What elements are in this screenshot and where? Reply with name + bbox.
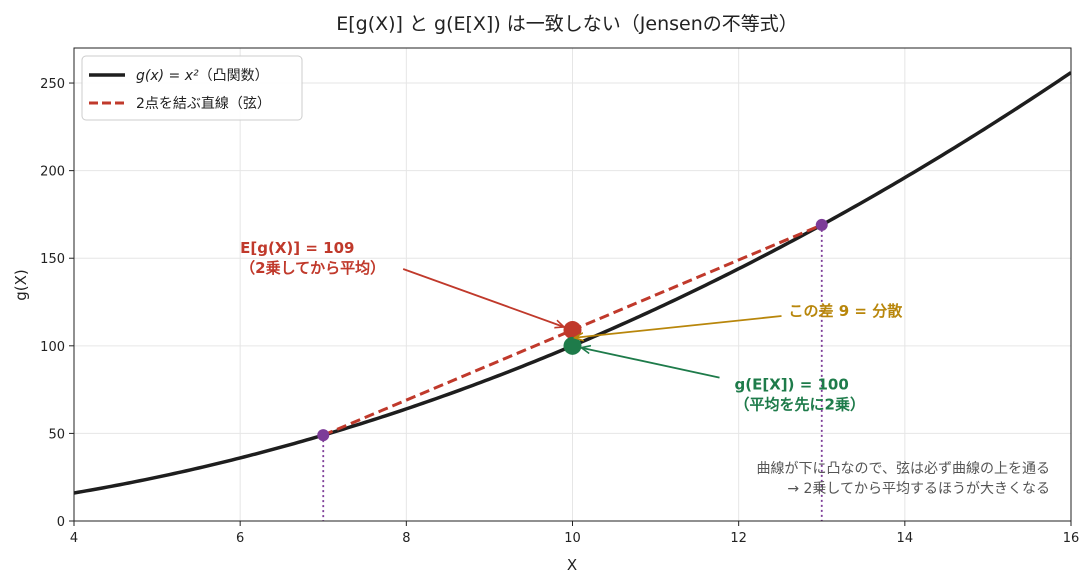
annotations: E[g(X)] = 109 （2乗してから平均） g(E[X]) = 100 （平均を… — [240, 239, 903, 414]
note: 曲線が下に凸なので、弦は必ず曲線の上を通る → 2乗してから平均するほうが大きく… — [757, 461, 1050, 497]
difference-label: この差 9 = 分散 — [789, 302, 904, 320]
g-of-expected-point — [563, 336, 582, 355]
expected-g-label-line: E[g(X)] = 109 — [240, 239, 354, 257]
x-tick-label: 12 — [730, 531, 747, 546]
plot-area — [74, 71, 1071, 521]
x-tick-label: 8 — [402, 531, 410, 546]
difference-label-line: この差 9 = 分散 — [789, 302, 904, 320]
y-tick-label: 100 — [40, 340, 65, 355]
g-of-expected-label-line: g(E[X]) = 100 — [735, 376, 849, 394]
expected-g-arrow — [402, 268, 564, 327]
y-tick-label: 150 — [40, 252, 65, 267]
x-tick-label: 14 — [897, 531, 914, 546]
note-line-1: 曲線が下に凸なので、弦は必ず曲線の上を通る — [757, 461, 1050, 477]
expected-g-label-line: （2乗してから平均） — [240, 259, 385, 277]
difference-arrow — [574, 315, 782, 338]
y-tick-label: 200 — [40, 165, 65, 180]
legend: g(x) = x²（凸関数） 2点を結ぶ直線（弦） — [81, 55, 303, 121]
y-tick-label: 50 — [48, 427, 65, 442]
x-tick-label: 16 — [1063, 531, 1080, 546]
chart-title: E[g(X)] と g(E[X]) は一致しない（Jensenの不等式） — [336, 13, 798, 35]
axis-ticks: 4 6 8 10 12 14 16 0 50 100 150 200 250 — [40, 77, 1079, 546]
x-axis-label: X — [567, 556, 577, 574]
legend-label-curve: g(x) = x²（凸関数） — [136, 68, 269, 84]
legend-label-curve-suffix: （凸関数） — [199, 68, 269, 84]
legend-label-curve-main: g(x) = x² — [136, 68, 199, 84]
expected-g-label: E[g(X)] = 109 （2乗してから平均） — [240, 239, 385, 277]
x-tick-label: 6 — [236, 531, 244, 546]
g-of-expected-label-line: （平均を先に2乗） — [735, 396, 865, 414]
expected-g-point — [563, 321, 582, 340]
left-endpoint-point — [317, 429, 330, 442]
y-tick-label: 250 — [40, 77, 65, 92]
y-tick-label: 0 — [57, 515, 65, 530]
g-of-expected-arrow — [581, 348, 720, 379]
legend-box — [81, 55, 303, 121]
x-tick-label: 10 — [564, 531, 581, 546]
x-tick-label: 4 — [70, 531, 78, 546]
y-axis-label: g(X) — [12, 269, 30, 301]
grid — [73, 48, 1072, 522]
legend-label-chord: 2点を結ぶ直線（弦） — [136, 95, 271, 112]
g-of-expected-label: g(E[X]) = 100 （平均を先に2乗） — [735, 376, 865, 414]
right-endpoint-point — [815, 218, 828, 231]
note-line-2: → 2乗してから平均するほうが大きくなる — [787, 481, 1050, 497]
